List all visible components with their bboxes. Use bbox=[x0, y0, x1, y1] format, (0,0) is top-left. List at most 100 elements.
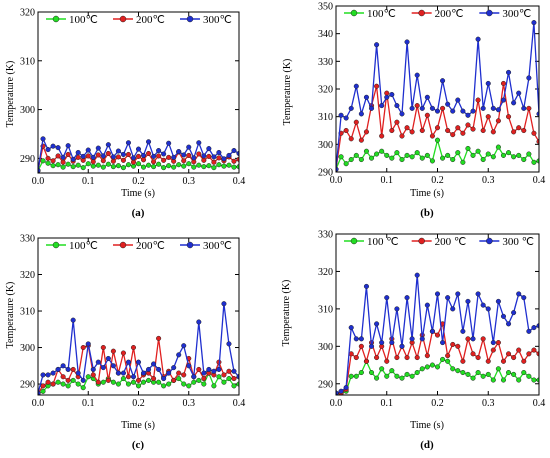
data-point-b-0 bbox=[516, 152, 522, 158]
ylabel-c: Temperature (K) bbox=[5, 282, 16, 349]
data-point-c-1 bbox=[201, 376, 207, 382]
data-point-d-1 bbox=[445, 353, 451, 359]
data-point-a-0 bbox=[135, 161, 142, 167]
data-point-a-1 bbox=[45, 155, 51, 161]
legend-marker-c-2 bbox=[186, 241, 194, 249]
legend-marker-d-2 bbox=[486, 237, 493, 245]
data-point-b-2 bbox=[374, 42, 380, 48]
data-point-d-1 bbox=[460, 358, 466, 364]
plot-frame-d bbox=[335, 233, 540, 396]
data-point-b-0 bbox=[455, 150, 461, 156]
data-point-b-1 bbox=[531, 130, 537, 136]
data-point-b-2 bbox=[500, 97, 507, 103]
data-point-b-0 bbox=[394, 150, 400, 156]
data-point-a-2 bbox=[166, 140, 172, 146]
data-point-d-2 bbox=[394, 306, 400, 312]
data-point-b-0 bbox=[480, 157, 486, 163]
data-point-b-1 bbox=[465, 122, 471, 128]
data-point-a-2 bbox=[206, 146, 212, 152]
x-tick-label-c: 0.3 bbox=[183, 398, 196, 409]
legend-label-a-1: 200℃ bbox=[136, 14, 165, 26]
data-point-b-1 bbox=[526, 105, 532, 111]
data-point-d-1 bbox=[404, 355, 410, 361]
data-point-b-1 bbox=[490, 129, 496, 135]
data-point-b-2 bbox=[531, 20, 537, 26]
data-point-d-0 bbox=[419, 366, 425, 372]
data-point-a-0 bbox=[140, 164, 147, 170]
data-point-d-1 bbox=[374, 355, 380, 361]
data-point-a-1 bbox=[90, 159, 96, 165]
data-point-a-2 bbox=[151, 153, 157, 159]
data-point-a-2 bbox=[40, 136, 46, 142]
y-tick-label-d: 290 bbox=[318, 379, 333, 390]
data-point-d-1 bbox=[526, 351, 532, 357]
data-point-a-0 bbox=[110, 164, 116, 170]
data-point-c-1 bbox=[176, 370, 182, 376]
data-point-a-2 bbox=[80, 153, 86, 159]
data-point-a-0 bbox=[75, 162, 81, 168]
data-point-d-2 bbox=[480, 302, 486, 308]
data-point-c-2 bbox=[196, 319, 202, 325]
data-point-c-0 bbox=[156, 379, 162, 385]
data-point-b-1 bbox=[348, 136, 354, 142]
data-point-b-2 bbox=[424, 94, 430, 100]
y-tick-label-c: 320 bbox=[20, 270, 35, 281]
data-point-d-2 bbox=[358, 336, 364, 342]
data-point-b-2 bbox=[495, 107, 501, 113]
xlabel-d: Time (s) bbox=[410, 420, 444, 431]
data-point-a-0 bbox=[60, 164, 66, 170]
data-point-b-1 bbox=[450, 132, 456, 138]
data-point-d-1 bbox=[485, 358, 491, 364]
xlabel-c: Time (s) bbox=[121, 420, 155, 431]
data-point-b-0 bbox=[384, 152, 390, 158]
data-point-c-0 bbox=[161, 383, 167, 389]
data-point-b-0 bbox=[338, 154, 344, 160]
data-point-b-1 bbox=[399, 133, 405, 139]
data-point-c-1 bbox=[196, 366, 202, 372]
data-point-a-0 bbox=[80, 165, 86, 171]
data-point-c-1 bbox=[105, 377, 111, 383]
data-point-b-2 bbox=[434, 108, 441, 114]
data-point-d-2 bbox=[511, 310, 517, 316]
data-point-a-0 bbox=[196, 162, 202, 168]
series-b-2 bbox=[336, 20, 539, 172]
data-point-b-2 bbox=[536, 111, 539, 117]
series-c-2 bbox=[38, 301, 239, 395]
data-point-a-0 bbox=[85, 161, 91, 167]
legend-label-c-2: 300℃ bbox=[203, 240, 232, 252]
data-point-a-2 bbox=[70, 156, 76, 162]
data-point-c-1 bbox=[50, 381, 56, 387]
y-tick-label-c: 300 bbox=[20, 343, 35, 354]
data-point-a-1 bbox=[156, 153, 162, 159]
x-tick-label-d: 0.2 bbox=[431, 398, 444, 409]
data-point-a-0 bbox=[166, 163, 172, 169]
data-point-b-2 bbox=[506, 69, 512, 75]
data-point-c-2 bbox=[151, 361, 157, 367]
x-tick-label-d: 0.1 bbox=[381, 398, 394, 409]
y-tick-label-a: 320 bbox=[20, 8, 35, 19]
data-point-c-2 bbox=[85, 341, 91, 347]
data-point-d-2 bbox=[374, 321, 380, 327]
data-point-c-2 bbox=[70, 317, 76, 323]
data-point-a-0 bbox=[211, 165, 217, 171]
ylabel-d: Temperature (K) bbox=[281, 280, 292, 347]
data-point-d-0 bbox=[480, 373, 486, 379]
legend-label-b-1: 200℃ bbox=[435, 8, 464, 20]
data-point-c-0 bbox=[80, 385, 86, 391]
x-tick-label-a: 0.2 bbox=[132, 176, 145, 187]
data-point-b-1 bbox=[460, 130, 466, 136]
data-point-d-2 bbox=[465, 298, 471, 304]
x-tick-label-b: 0.0 bbox=[330, 175, 343, 186]
data-point-c-2 bbox=[226, 341, 232, 347]
data-point-d-0 bbox=[455, 368, 461, 374]
data-point-d-0 bbox=[450, 366, 456, 372]
data-point-b-1 bbox=[404, 125, 410, 131]
xlabel-b: Time (s) bbox=[410, 188, 444, 199]
legend-a: 100℃ 200℃ 300℃ bbox=[46, 14, 232, 26]
data-point-a-0 bbox=[161, 165, 167, 171]
data-point-b-0 bbox=[500, 152, 507, 158]
data-point-b-2 bbox=[404, 39, 410, 45]
data-point-c-0 bbox=[166, 381, 172, 387]
x-tick-label-d: 0.3 bbox=[482, 398, 495, 409]
